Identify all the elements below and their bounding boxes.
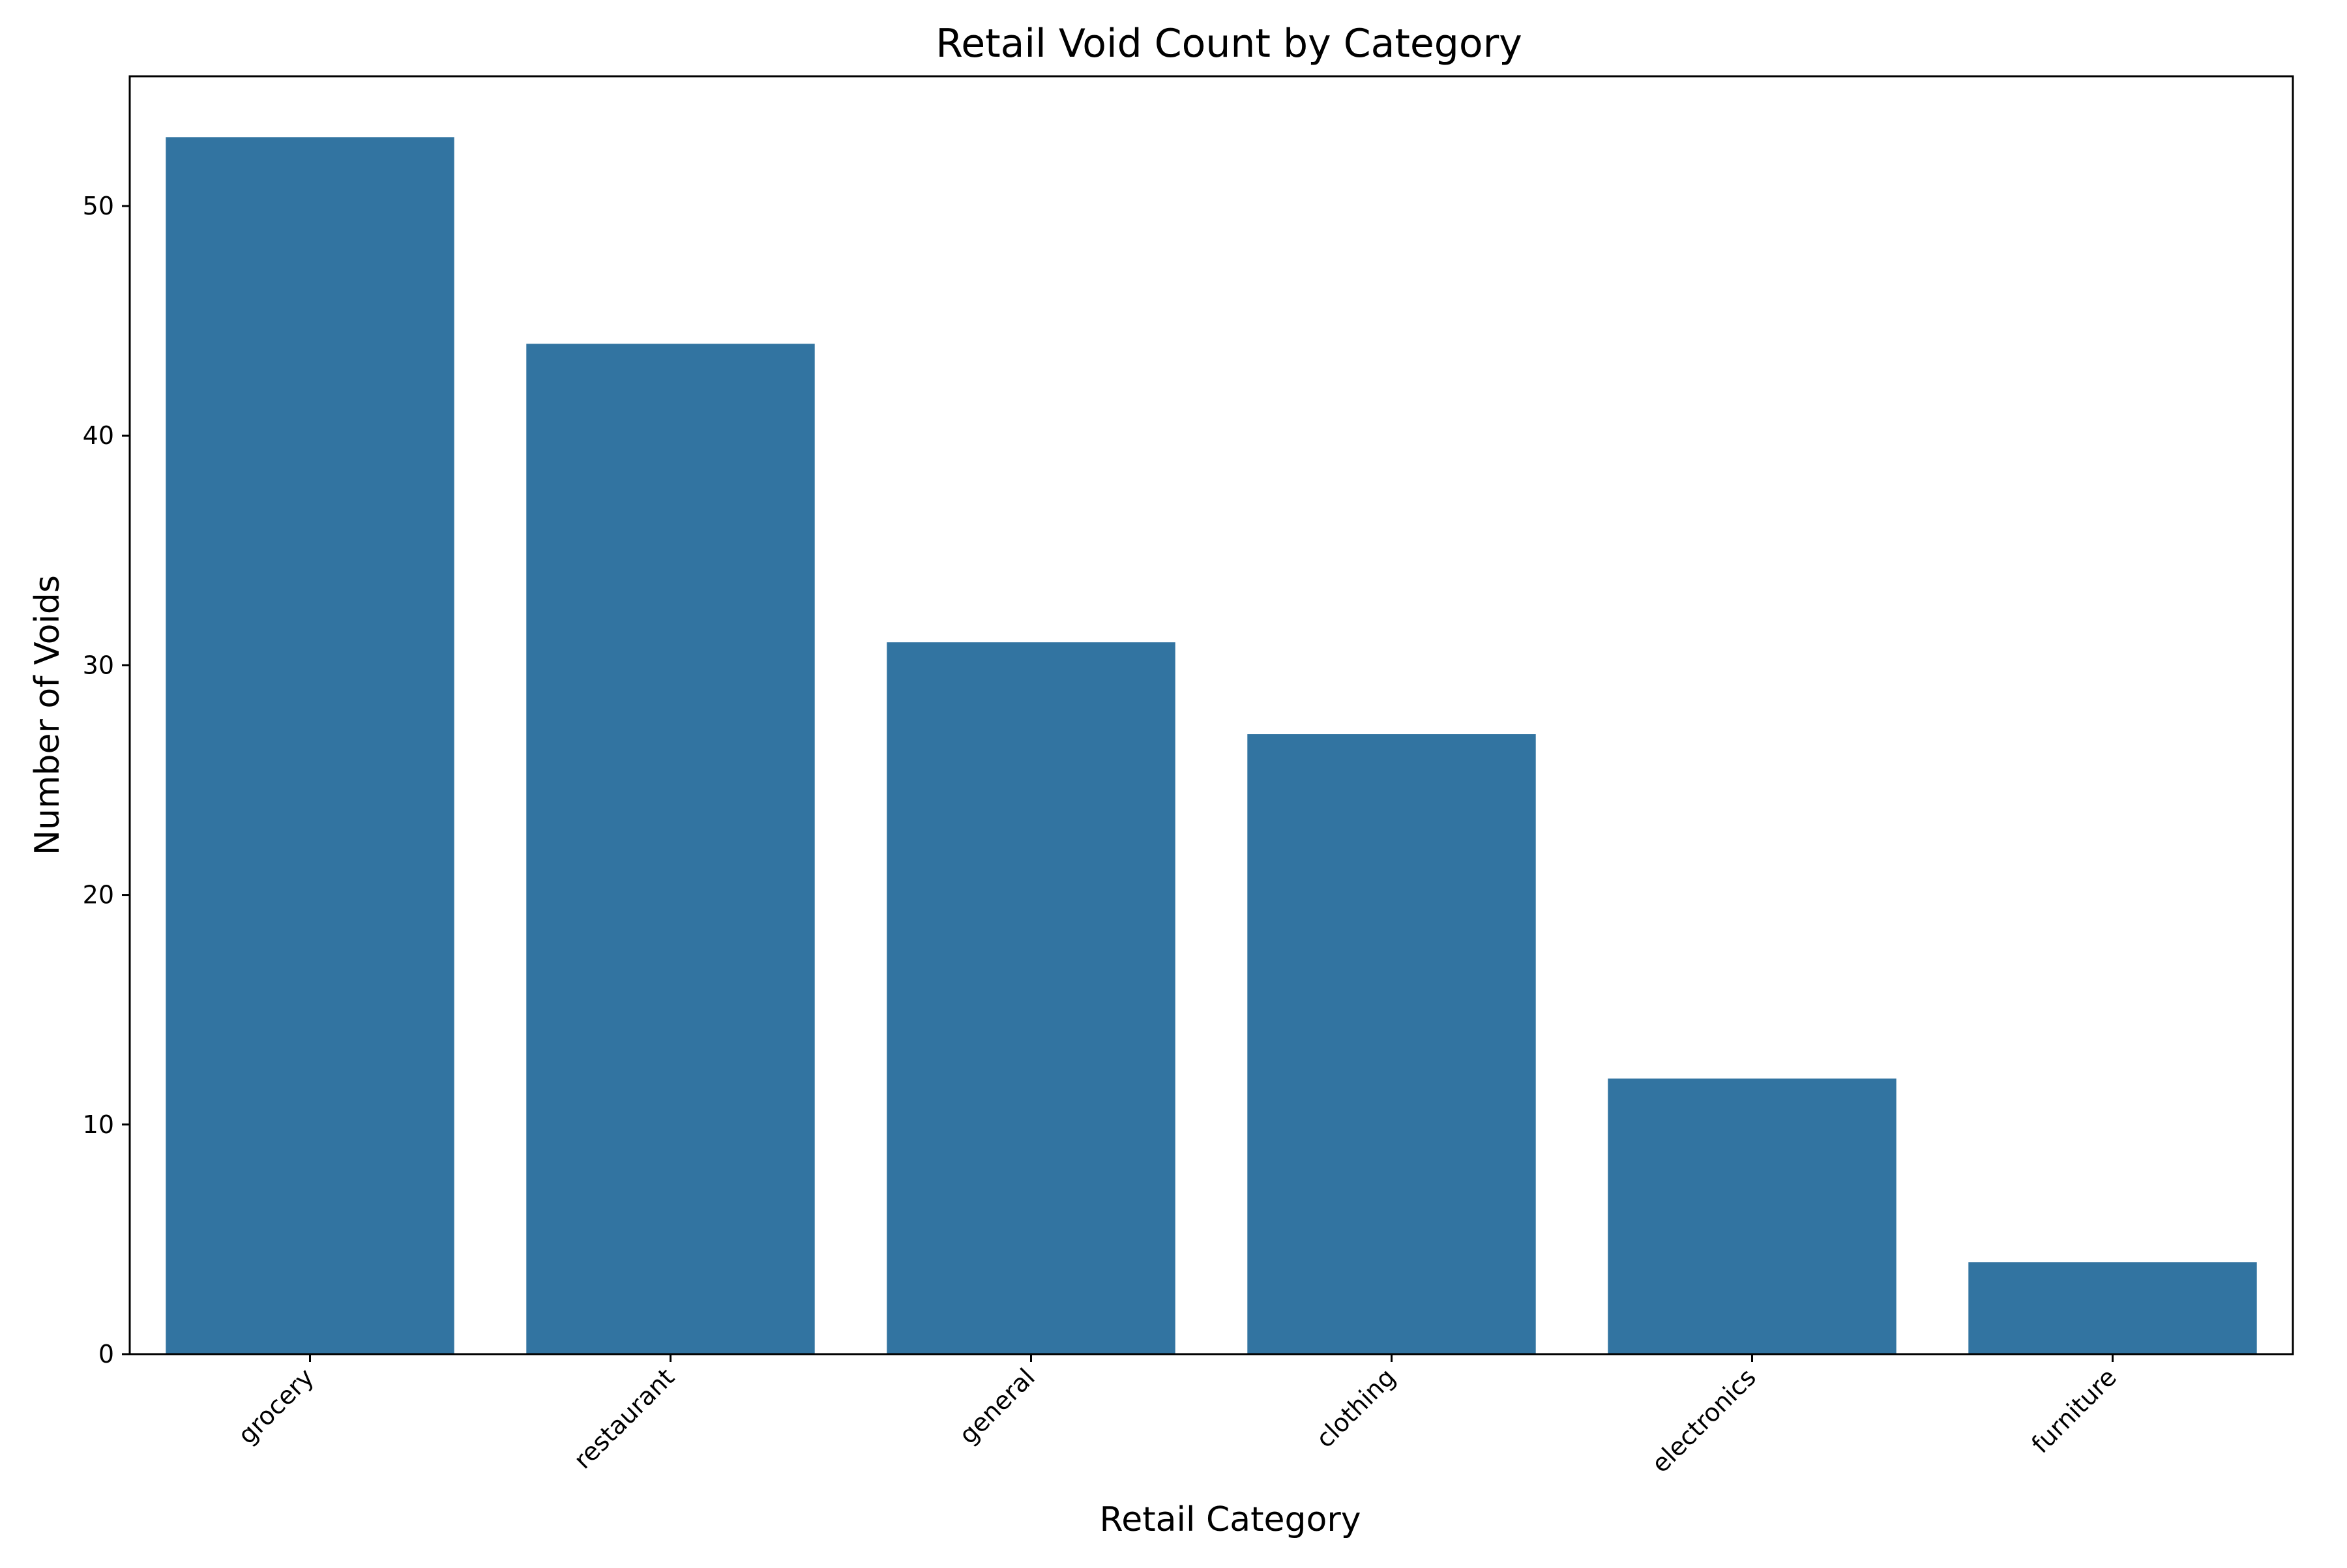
y-axis-label: Number of Voids: [28, 575, 67, 855]
chart-title: Retail Void Count by Category: [936, 21, 1522, 67]
y-tick-label: 10: [83, 1110, 114, 1139]
bar-furniture: [1968, 1262, 2257, 1354]
bar-restaurant: [526, 344, 815, 1354]
plot-area: grocery restaurant general clothing electron…: [83, 137, 2257, 1478]
y-tick-label: 30: [83, 651, 114, 679]
bar-clothing: [1247, 734, 1536, 1354]
x-axis-label: Retail Category: [1100, 1500, 1361, 1539]
axes-frame: [128, 75, 2294, 1355]
bar-electronics: [1608, 1078, 1897, 1354]
y-tick-label: 20: [83, 881, 114, 910]
y-tick-label: 50: [83, 192, 114, 220]
bar-general: [887, 642, 1175, 1355]
y-tick-label: 40: [83, 421, 114, 450]
y-tick-label: 0: [98, 1340, 114, 1368]
bar-grocery: [166, 137, 454, 1354]
